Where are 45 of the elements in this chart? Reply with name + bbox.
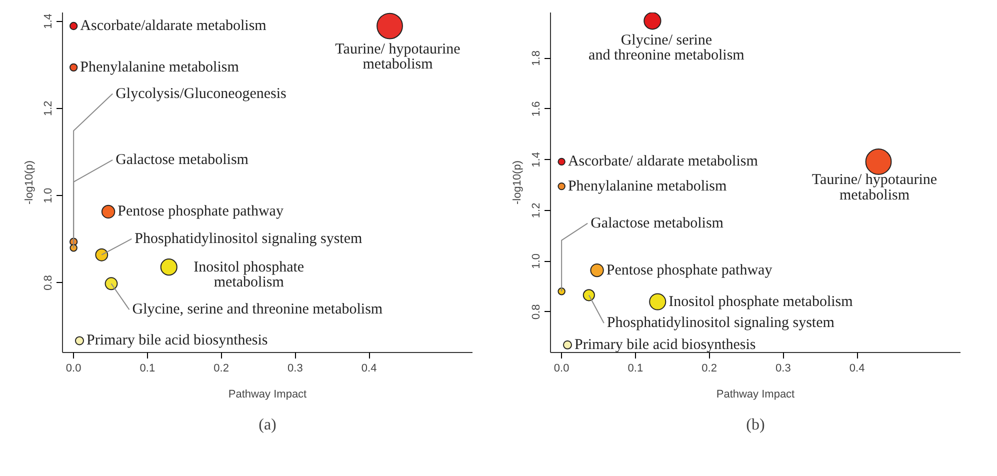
- y-tick-label: 0.8: [42, 275, 54, 290]
- x-tick-label: 0.0: [66, 362, 82, 374]
- y-tick-label: 1.0: [530, 254, 542, 269]
- y-tick-label: 1.0: [42, 188, 54, 204]
- text: (b): [746, 416, 765, 434]
- series-label: Pentose phosphate pathway: [606, 262, 773, 278]
- series-label: Glycine/ serine and threonine metabolism: [588, 32, 745, 64]
- x-tick-label: 0.3: [288, 362, 303, 374]
- x-tick-label: 0.3: [776, 362, 791, 374]
- x-axis-title: Pathway Impact: [228, 388, 307, 400]
- text: Galactose metabolism: [590, 215, 724, 232]
- series-label: Primary bile acid biosynthesis: [86, 332, 268, 349]
- series-label: Phenylalanine metabolism: [80, 59, 240, 76]
- x-tick-label: 0.4: [361, 362, 377, 374]
- series-label: Phosphatidylinositol signaling system: [606, 315, 835, 332]
- text: Galactose metabolism: [116, 152, 249, 168]
- y-tick-label: 1.4: [530, 152, 542, 168]
- x-tick-label: 0.1: [628, 362, 644, 374]
- series-label: Pentose phosphate pathway: [118, 204, 284, 220]
- y-tick-label: 1.4: [42, 14, 54, 29]
- series-label: Phosphatidylinositol signaling system: [134, 230, 362, 247]
- y-tick-label: 1.2: [42, 100, 54, 116]
- series-label: Primary bile acid biosynthesis: [574, 336, 756, 353]
- y-axis-title: -log10(p): [512, 160, 524, 205]
- x-tick-label: 0.4: [849, 362, 865, 374]
- x-tick-label: 0.2: [702, 362, 717, 374]
- series-label: Phenylalanine metabolism: [568, 178, 727, 194]
- y-tick-label: 0.8: [530, 304, 542, 320]
- series-label: Inositol phosphate metabolism: [194, 259, 304, 291]
- text: (a): [258, 416, 276, 434]
- x-axis-title: Pathway Impact: [716, 388, 795, 400]
- series-label: Glycine, serine and threonine metabolism: [132, 302, 383, 318]
- series-label: Taurine/ hypotaurine metabolism: [335, 41, 461, 73]
- series-label: Ascorbate/aldarate metabolism: [80, 18, 267, 34]
- text: Glycolysis/Gluconeogenesis: [116, 86, 287, 102]
- y-axis-title: -log10(p): [24, 160, 36, 205]
- series-label: Ascorbate/ aldarate metabolism: [568, 154, 758, 170]
- x-tick-label: 0.2: [214, 362, 229, 374]
- x-tick-label: 0.1: [140, 362, 156, 374]
- series-label: Inositol phosphate metabolism: [668, 294, 854, 310]
- y-tick-label: 1.6: [530, 101, 542, 117]
- series-label: Taurine/ hypotaurine metabolism: [812, 172, 938, 204]
- x-tick-label: 0.0: [554, 362, 570, 374]
- y-tick-label: 1.8: [530, 50, 542, 66]
- y-tick-label: 1.2: [530, 202, 542, 218]
